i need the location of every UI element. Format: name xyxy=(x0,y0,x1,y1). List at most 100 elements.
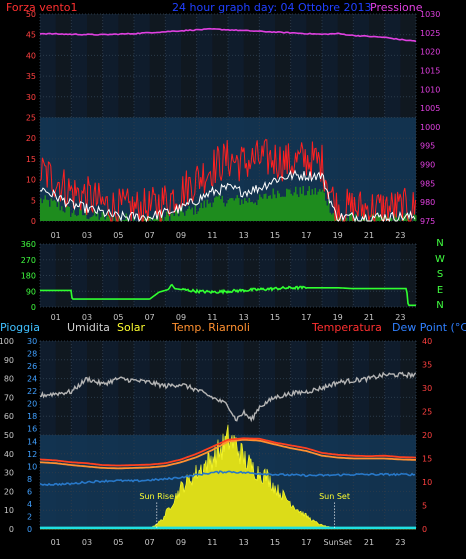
panel1-left-tick-label: 25 xyxy=(26,114,36,123)
panel1-left-tick-label: 50 xyxy=(26,10,36,19)
wind-fill-bar xyxy=(42,203,44,221)
legend-temp-riarnoli: Temp. Riarnoli xyxy=(171,321,250,334)
panel3-right-tick-label: 25 xyxy=(422,408,432,417)
panel1-right-tick-label: 1000 xyxy=(420,123,440,132)
wind-fill-bar xyxy=(208,204,210,221)
wind-fill-bar xyxy=(123,220,125,221)
panel1-left-tick-label: 5 xyxy=(31,196,36,205)
wind-fill-bar xyxy=(223,203,225,221)
wind-fill-bar xyxy=(82,215,84,221)
panel2-left-tick-label: 270 xyxy=(21,256,36,265)
wind-fill-bar xyxy=(273,189,275,221)
panel3-inner-tick-label: 4 xyxy=(27,500,32,509)
wind-fill-bar xyxy=(265,194,267,221)
wind-fill-bar xyxy=(183,212,185,221)
panel3-left-tick-label: 90 xyxy=(4,356,14,365)
wind-fill-bar xyxy=(40,198,42,221)
wind-fill-bar xyxy=(226,203,228,221)
panel3-left-tick-label: 10 xyxy=(4,506,14,515)
wind-fill-bar xyxy=(193,215,195,221)
wind-fill-bar xyxy=(234,200,236,221)
wind-fill-bar xyxy=(189,206,191,221)
wind-fill-bar xyxy=(391,218,393,221)
wind-fill-bar xyxy=(54,200,56,221)
panel2-x-tick-label: 01 xyxy=(51,313,61,322)
wind-fill-bar xyxy=(304,195,306,221)
wind-fill-bar xyxy=(45,195,47,221)
panel1-right-tick-label: 975 xyxy=(420,217,435,226)
wind-fill-bar xyxy=(171,214,173,221)
wind-fill-bar xyxy=(415,215,417,221)
sunset-label: Sun Set xyxy=(319,492,350,501)
panel3-inner-tick-label: 30 xyxy=(27,337,37,346)
wind-fill-bar xyxy=(306,195,308,221)
wind-fill-bar xyxy=(79,209,81,221)
wind-fill-bar xyxy=(105,219,107,221)
wind-fill-bar xyxy=(214,198,216,221)
wind-fill-bar xyxy=(57,207,59,221)
panel3-inner-tick-label: 6 xyxy=(27,487,32,496)
wind-fill-bar xyxy=(288,189,290,221)
panel3-inner-tick-label: 8 xyxy=(27,475,32,484)
panel2-compass-label: N xyxy=(436,300,443,311)
wind-fill-bar xyxy=(220,199,222,221)
wind-fill-bar xyxy=(166,212,168,221)
sunrise-label: Sun Rise xyxy=(139,492,174,501)
panel3-right-tick-label: 5 xyxy=(422,502,427,511)
panel3-right-tick-label: 35 xyxy=(422,361,432,370)
panel3-left-tick-label: 80 xyxy=(4,375,14,384)
wind-fill-bar xyxy=(280,197,282,221)
panel1-right-tick-label: 1025 xyxy=(420,29,440,38)
wind-fill-bar xyxy=(243,204,245,221)
panel3-right-tick-label: 40 xyxy=(422,337,432,346)
wind-fill-bar xyxy=(165,217,167,221)
wind-fill-bar xyxy=(192,208,194,221)
wind-fill-bar xyxy=(222,196,224,221)
wind-fill-bar xyxy=(195,204,197,221)
panel3-right-tick-label: 10 xyxy=(422,478,432,487)
wind-fill-bar xyxy=(93,215,95,221)
panel3-inner-tick-label: 24 xyxy=(27,375,37,384)
wind-fill-bar xyxy=(313,194,315,221)
panel2-x-tick-label: 07 xyxy=(145,313,155,322)
wind-fill-bar xyxy=(175,211,177,221)
wind-fill-bar xyxy=(225,206,227,221)
panel2-compass-label: S xyxy=(437,269,443,280)
wind-fill-bar xyxy=(301,194,303,221)
wind-fill-bar xyxy=(66,206,68,221)
wind-fill-bar xyxy=(154,219,156,221)
wind-fill-bar xyxy=(268,196,270,221)
wind-fill-bar xyxy=(207,200,209,221)
wind-fill-bar xyxy=(67,206,69,221)
wind-fill-bar xyxy=(295,187,297,221)
wind-fill-bar xyxy=(87,219,89,221)
wind-fill-bar xyxy=(282,197,284,221)
panel1-x-tick-label: 07 xyxy=(145,231,155,240)
wind-fill-bar xyxy=(315,188,317,221)
wind-fill-bar xyxy=(96,216,98,221)
panel3-x-tick-label: 01 xyxy=(51,538,61,547)
legend-pioggia: Pioggia xyxy=(0,321,40,334)
panel2-compass-label: E xyxy=(437,285,443,296)
wind-fill-bar xyxy=(312,189,314,221)
wind-fill-bar xyxy=(267,199,269,221)
wind-fill-bar xyxy=(43,199,45,221)
wind-fill-bar xyxy=(270,195,272,221)
wind-fill-bar xyxy=(240,205,242,221)
panel1-right-tick-label: 1005 xyxy=(420,104,440,113)
wind-fill-bar xyxy=(99,220,101,221)
wind-fill-bar xyxy=(277,191,279,221)
panel1-right-tick-label: 1020 xyxy=(420,48,440,57)
panel1-x-tick-label: 21 xyxy=(364,231,374,240)
wind-fill-bar xyxy=(309,186,311,221)
wind-fill-bar xyxy=(78,215,80,221)
wind-fill-bar xyxy=(310,195,312,221)
panel3-x-tick-label: 05 xyxy=(113,538,123,547)
wind-fill-bar xyxy=(238,198,240,221)
wind-fill-bar xyxy=(303,186,305,221)
wind-fill-bar xyxy=(58,202,60,221)
panel1-left-axis-title: Forza vento1 xyxy=(6,1,78,14)
wind-fill-bar xyxy=(228,200,230,221)
wind-fill-bar xyxy=(75,215,77,221)
